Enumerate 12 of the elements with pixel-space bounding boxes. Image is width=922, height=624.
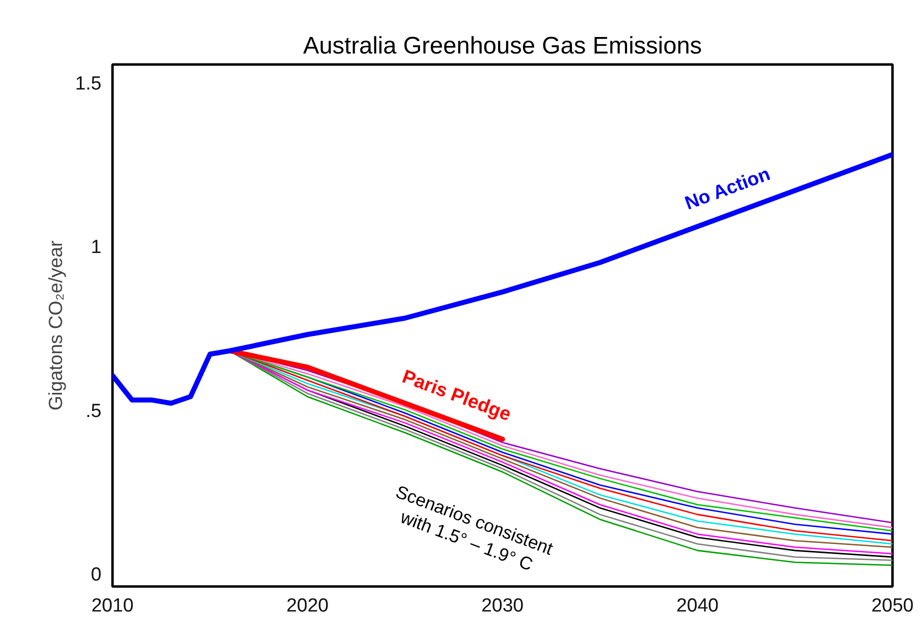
text: No Action <box>682 164 774 215</box>
y-tick-label: 1.5 <box>75 74 102 94</box>
y-axis-title: Gigatons CO₂e/year <box>46 240 68 411</box>
x-tick-label: 2030 <box>481 596 524 616</box>
x-tick-label: 2020 <box>286 596 329 616</box>
y-tick-label: 0 <box>90 564 102 586</box>
y-tick-label: .5 <box>86 400 102 422</box>
chart-title: Australia Greenhouse Gas Emissions <box>303 32 702 60</box>
x-tick-label: 2050 <box>871 596 914 616</box>
x-tick-label: 2040 <box>676 596 719 616</box>
y-tick-label: 1 <box>90 237 102 258</box>
x-tick-label: 2010 <box>91 596 134 616</box>
